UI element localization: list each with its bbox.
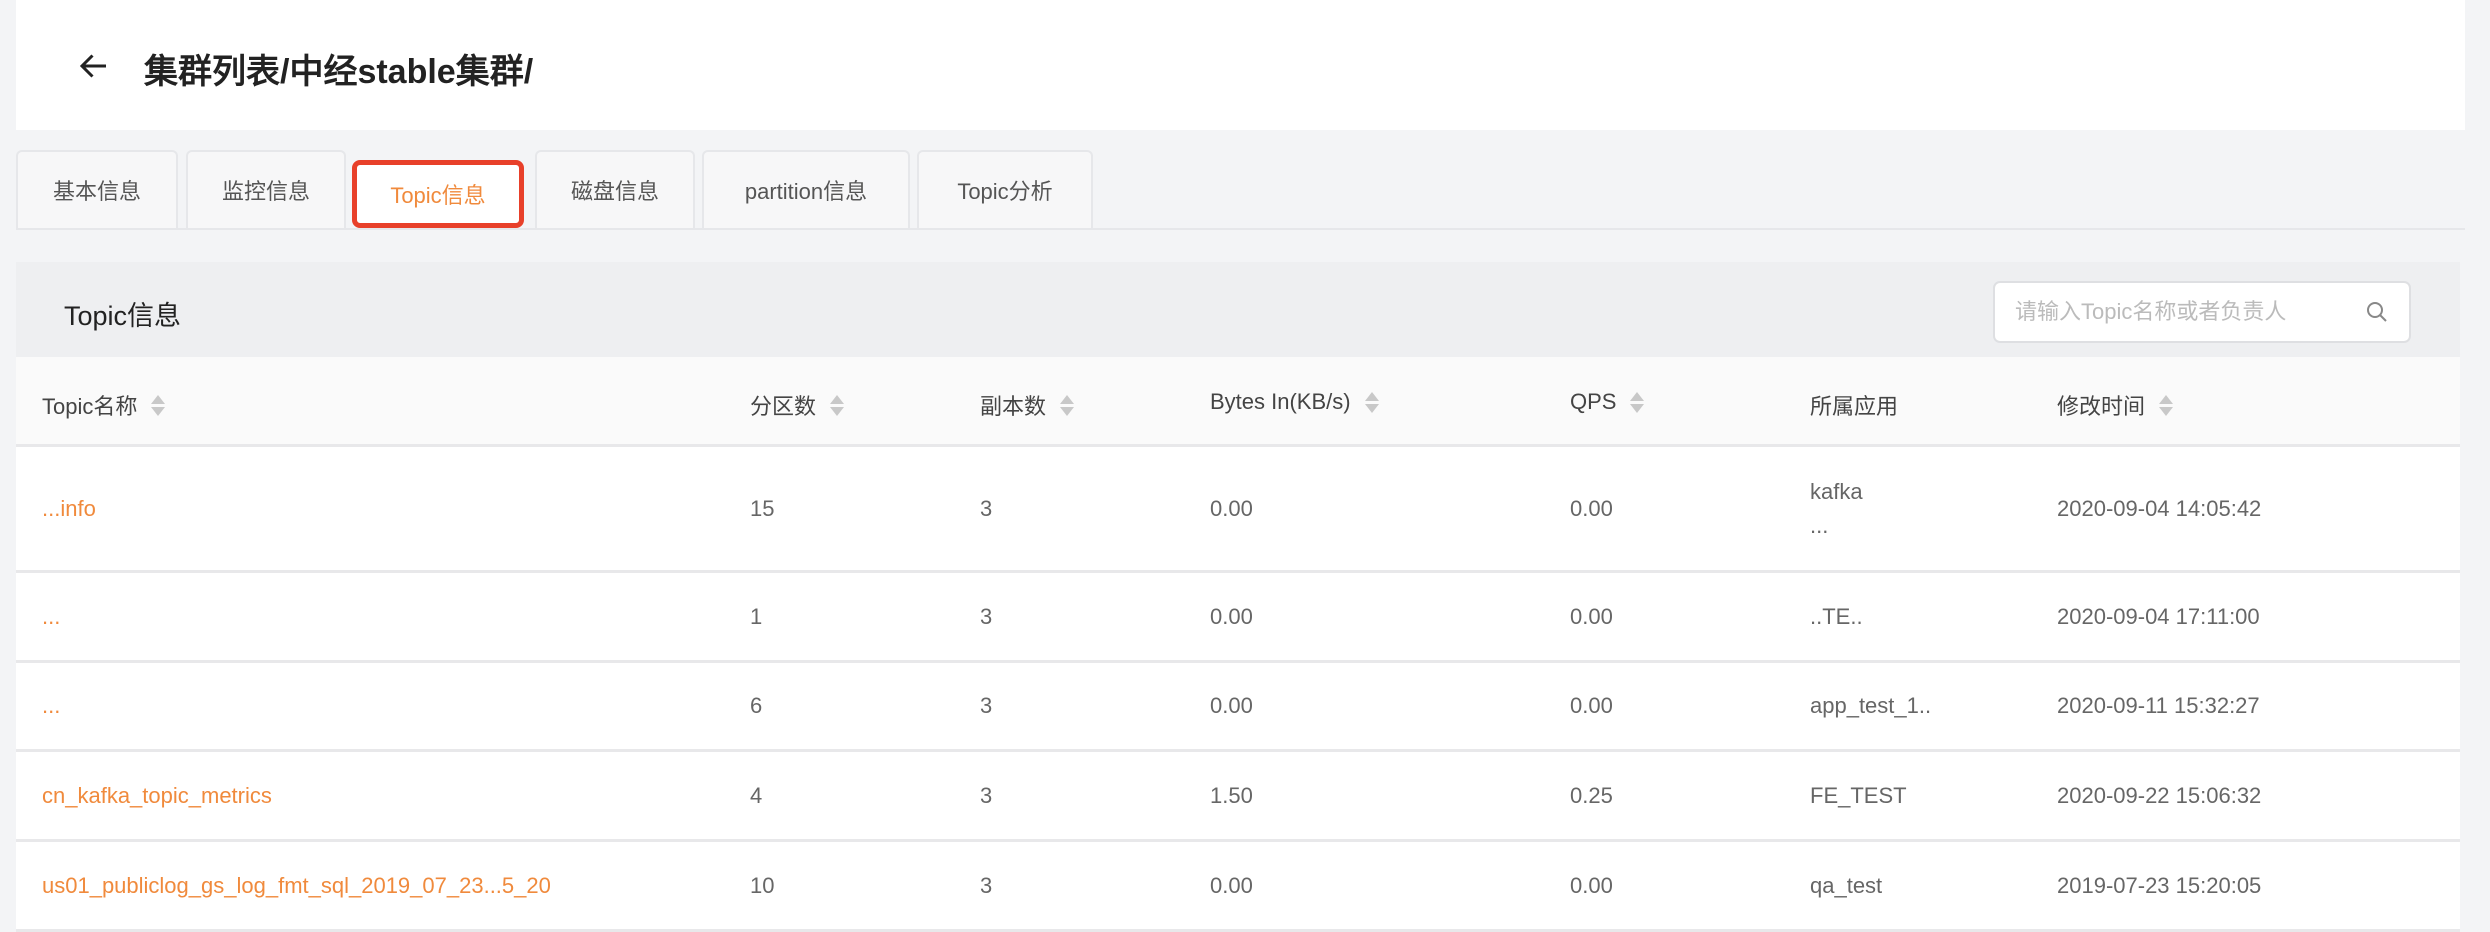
topic-name-link[interactable]: ...: [42, 693, 61, 718]
table-row: cn_kafka_topic_metrics 4 3 1.50 0.25 FE_TEST 2…: [16, 752, 2460, 842]
panel-title: Topic信息: [64, 301, 182, 331]
sort-icon[interactable]: [1630, 391, 1645, 413]
tab-topic-info[interactable]: Topic信息: [352, 160, 524, 228]
tab-disk-info[interactable]: 磁盘信息: [535, 150, 695, 228]
partitions-cell: 10: [750, 872, 775, 898]
column-bytes-in[interactable]: Bytes In(KB/s): [1210, 389, 1379, 415]
topic-panel: Topic信息 Topic名称 分区数 副本数 Bytes In(KB/s) Q…: [16, 262, 2460, 932]
column-label: 所属应用: [1810, 394, 1899, 419]
column-replicas[interactable]: 副本数: [980, 389, 1075, 421]
app-name: ...: [1810, 512, 1829, 538]
qps-cell: 0.00: [1570, 693, 1613, 718]
arrow-left-icon[interactable]: [76, 48, 112, 84]
column-partitions[interactable]: 分区数: [750, 389, 845, 421]
page-title: 集群列表/中经stable集群/: [144, 53, 534, 91]
replicas-cell: 3: [980, 872, 993, 898]
partitions-cell: 1: [750, 603, 763, 629]
replicas-cell: 3: [980, 782, 993, 808]
app-cell: kafka...: [1810, 475, 1863, 543]
column-label: 副本数: [980, 394, 1047, 419]
search-icon[interactable]: [2365, 300, 2389, 324]
sort-icon[interactable]: [2159, 394, 2174, 416]
column-label: QPS: [1570, 389, 1617, 414]
table-row: ...info 15 3 0.00 0.00 kafka... 2020-09-04 14:…: [16, 447, 2460, 573]
app-cell: app_test_1..: [1810, 693, 1932, 718]
column-qps[interactable]: QPS: [1570, 389, 1645, 415]
bytes-in-cell: 1.50: [1210, 782, 1253, 808]
table-row: ... 6 3 0.00 0.00 app_test_1.. 2020-09-11 15:3…: [16, 663, 2460, 752]
table-header: Topic名称 分区数 副本数 Bytes In(KB/s) QPS 所属应用 …: [16, 357, 2460, 447]
topic-name-link[interactable]: ...info: [42, 495, 96, 521]
column-app: 所属应用: [1810, 389, 1898, 421]
qps-cell: 0.00: [1570, 603, 1613, 629]
app-cell: ..TE..: [1810, 603, 1863, 629]
sort-icon[interactable]: [1364, 391, 1379, 413]
qps-cell: 0.25: [1570, 782, 1613, 808]
tab-partition-info[interactable]: partition信息: [702, 150, 910, 228]
modified-time-cell: 2020-09-22 15:06:32: [2057, 782, 2262, 808]
modified-time-cell: 2020-09-04 17:11:00: [2057, 603, 2260, 629]
column-topic-name[interactable]: Topic名称: [42, 389, 166, 421]
replicas-cell: 3: [980, 693, 993, 718]
sort-icon[interactable]: [151, 394, 166, 416]
search-box: [1993, 281, 2411, 343]
app-name: kafka: [1810, 478, 1863, 504]
modified-time-cell: 2019-07-23 15:20:05: [2057, 872, 2262, 898]
topic-name-link[interactable]: cn_kafka_topic_metrics: [42, 782, 272, 808]
app-cell: qa_test: [1810, 872, 1883, 898]
replicas-cell: 3: [980, 603, 993, 629]
column-label: 分区数: [750, 394, 817, 419]
partitions-cell: 15: [750, 495, 775, 521]
replicas-cell: 3: [980, 495, 993, 521]
tab-topic-analysis[interactable]: Topic分析: [917, 150, 1093, 228]
qps-cell: 0.00: [1570, 872, 1613, 898]
page-header: 集群列表/中经stable集群/: [16, 0, 2465, 130]
partitions-cell: 6: [750, 693, 763, 718]
panel-header: Topic信息: [16, 262, 2460, 357]
column-modified-time[interactable]: 修改时间: [2057, 389, 2174, 421]
table-row: us01_publiclog_gs_log_fmt_sql_2019_07_23…: [16, 842, 2460, 932]
table-row: ... 1 3 0.00 0.00 ..TE.. 2020-09-04 17:11:00: [16, 573, 2460, 663]
sort-icon[interactable]: [830, 394, 845, 416]
bytes-in-cell: 0.00: [1210, 872, 1253, 898]
app-cell: FE_TEST: [1810, 782, 1907, 808]
search-input[interactable]: [2015, 299, 2365, 325]
sort-icon[interactable]: [1060, 394, 1075, 416]
partitions-cell: 4: [750, 782, 763, 808]
tab-bar: 基本信息 监控信息 Topic信息 磁盘信息 partition信息 Topic…: [16, 150, 2465, 230]
bytes-in-cell: 0.00: [1210, 603, 1253, 629]
topic-name-link[interactable]: us01_publiclog_gs_log_fmt_sql_2019_07_23…: [42, 872, 551, 898]
bytes-in-cell: 0.00: [1210, 495, 1253, 521]
qps-cell: 0.00: [1570, 495, 1613, 521]
bytes-in-cell: 0.00: [1210, 693, 1253, 718]
tab-basic-info[interactable]: 基本信息: [16, 150, 178, 228]
column-label: Bytes In(KB/s): [1210, 389, 1351, 414]
tab-monitor-info[interactable]: 监控信息: [186, 150, 346, 228]
column-label: 修改时间: [2057, 394, 2146, 419]
modified-time-cell: 2020-09-04 14:05:42: [2057, 495, 2262, 521]
topic-name-link[interactable]: ...: [42, 603, 61, 629]
modified-time-cell: 2020-09-11 15:32:27: [2057, 693, 2260, 718]
column-label: Topic名称: [42, 394, 138, 419]
